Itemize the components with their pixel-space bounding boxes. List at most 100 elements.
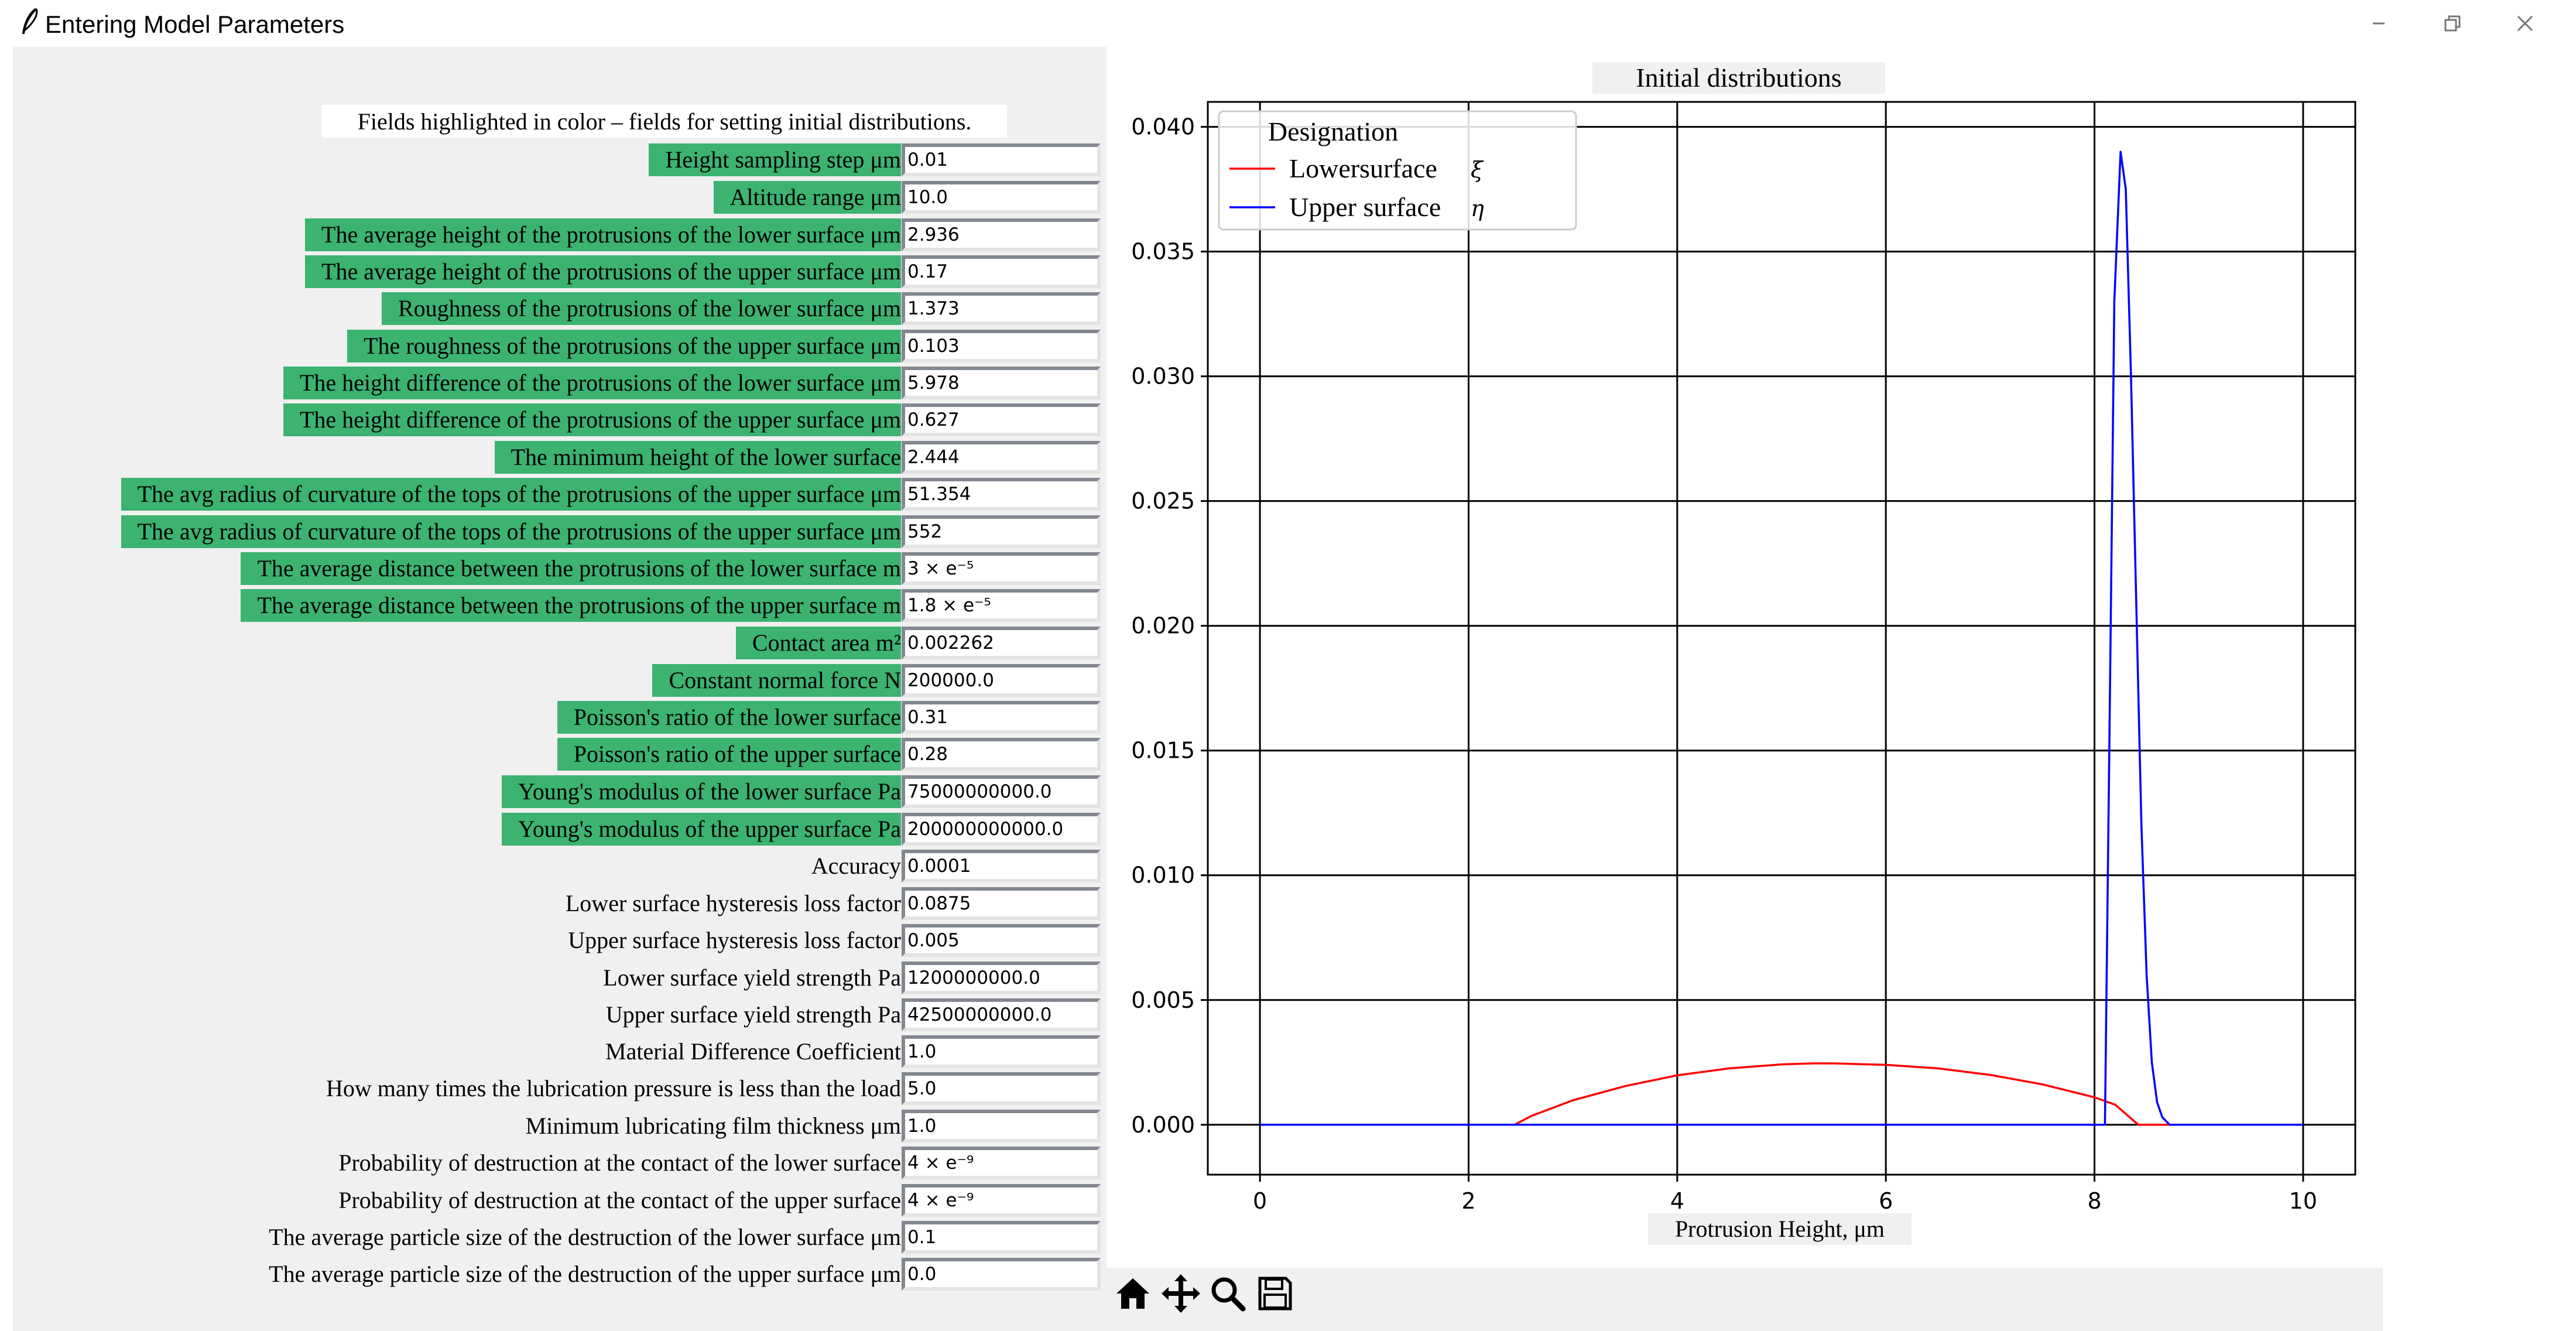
- zoom-button[interactable]: [1204, 1268, 1251, 1319]
- x-tick-label: 10: [2289, 1188, 2317, 1214]
- param-label: Probability of destruction at the contac…: [338, 1187, 901, 1213]
- plot-area: [1208, 102, 2355, 1175]
- legend-entry-label: Upper surface: [1289, 192, 1441, 222]
- chart-title: Initial distributions: [1592, 62, 1885, 94]
- y-tick-label: 0.030: [1131, 364, 1195, 389]
- param-label: The height difference of the protrusions…: [283, 403, 901, 436]
- param-label: Minimum lubricating film thickness μm: [525, 1113, 901, 1139]
- param-input[interactable]: 1.373: [902, 292, 1101, 325]
- param-label: Young's modulus of the lower surface Pa: [501, 775, 901, 808]
- plot-frame: [1207, 101, 2356, 1176]
- param-label: Material Difference Coefficient: [605, 1038, 901, 1065]
- feather-icon: [22, 8, 38, 34]
- close-button[interactable]: [2490, 0, 2560, 47]
- param-input[interactable]: 5.0: [902, 1072, 1101, 1105]
- close-icon: [2517, 15, 2533, 32]
- maximize-button[interactable]: [2417, 0, 2487, 47]
- param-input[interactable]: 0.01: [902, 143, 1101, 176]
- legend-entry-symbol: ξ: [1471, 157, 1484, 183]
- param-input[interactable]: 0.0001: [902, 850, 1101, 882]
- highlight-note: Fields highlighted in color – fields for…: [322, 105, 1007, 138]
- param-label: The minimum height of the lower surface: [494, 441, 901, 474]
- param-input[interactable]: 0.1: [902, 1221, 1101, 1254]
- y-tick-label: 0.015: [1131, 738, 1195, 764]
- param-label: The average distance between the protrus…: [241, 552, 901, 585]
- param-input[interactable]: 200000000000.0: [902, 813, 1101, 846]
- param-input[interactable]: 42500000000.0: [902, 998, 1101, 1031]
- param-input[interactable]: 10.0: [902, 181, 1101, 214]
- param-label: The avg radius of curvature of the tops …: [121, 478, 901, 511]
- legend-box: [1218, 110, 1577, 231]
- param-input[interactable]: 0.17: [902, 255, 1101, 288]
- home-icon: [1116, 1278, 1149, 1309]
- param-label: The average height of the protrusions of…: [305, 218, 901, 251]
- param-input[interactable]: 0.0: [902, 1258, 1101, 1291]
- x-tick-label: 4: [1670, 1188, 1684, 1214]
- legend-title: Designation: [1268, 117, 1398, 146]
- param-input[interactable]: 1.0: [902, 1035, 1101, 1068]
- param-input[interactable]: 0.627: [902, 403, 1101, 436]
- param-label: Lower surface hysteresis loss factor: [565, 890, 901, 916]
- x-tick-label: 0: [1253, 1188, 1267, 1214]
- home-button[interactable]: [1109, 1268, 1156, 1319]
- param-input[interactable]: 0.005: [902, 924, 1101, 957]
- x-tick-label: 8: [2087, 1188, 2101, 1214]
- title-bar: Entering Model Parameters: [0, 0, 2576, 47]
- param-input[interactable]: 0.0875: [902, 887, 1101, 920]
- param-label: Accuracy: [811, 853, 901, 879]
- param-label: Lower surface yield strength Pa: [603, 964, 901, 991]
- save-button[interactable]: [1252, 1268, 1299, 1319]
- param-input[interactable]: 3 × e⁻⁵: [902, 552, 1101, 585]
- param-label: The roughness of the protrusions of the …: [347, 330, 901, 362]
- param-input[interactable]: 1.0: [902, 1110, 1101, 1142]
- window-bottom-strip: [13, 1320, 2383, 1331]
- param-input[interactable]: 4 × e⁻⁹: [902, 1184, 1101, 1217]
- series-line-lower-surface: [1260, 1062, 2303, 1126]
- minimize-button[interactable]: [2344, 0, 2414, 47]
- y-tick-label: 0.040: [1131, 114, 1195, 140]
- param-label: The average particle size of the destruc…: [269, 1261, 901, 1287]
- legend-entry-label: Lowersurface: [1289, 153, 1437, 183]
- param-input[interactable]: 0.103: [902, 330, 1101, 362]
- series-line-upper-surface: [1260, 150, 2303, 1126]
- param-label: Contact area m²: [735, 627, 901, 659]
- param-input[interactable]: 552: [902, 515, 1101, 548]
- param-input[interactable]: 75000000000.0: [902, 775, 1101, 808]
- param-input[interactable]: 1.8 × e⁻⁵: [902, 589, 1101, 622]
- legend-entry-symbol: η: [1471, 196, 1484, 221]
- pan-icon: [1162, 1274, 1200, 1313]
- param-label: Constant normal force N: [652, 664, 901, 697]
- param-input[interactable]: 200000.0: [902, 664, 1101, 697]
- param-label: The average distance between the protrus…: [241, 589, 901, 622]
- param-label: Upper surface yield strength Pa: [605, 1001, 901, 1028]
- param-label: The average particle size of the destruc…: [269, 1224, 901, 1250]
- save-icon: [1258, 1277, 1292, 1311]
- param-input[interactable]: 0.28: [902, 738, 1101, 771]
- y-tick-label: 0.020: [1131, 613, 1195, 639]
- param-label: Probability of destruction at the contac…: [338, 1149, 901, 1176]
- param-input[interactable]: 1200000000.0: [902, 962, 1101, 994]
- param-input[interactable]: 0.31: [902, 701, 1101, 734]
- y-tick-label: 0.035: [1131, 239, 1195, 265]
- param-input[interactable]: 51.354: [902, 478, 1101, 511]
- y-tick-label: 0.010: [1131, 863, 1195, 888]
- param-input[interactable]: 2.444: [902, 441, 1101, 474]
- param-input[interactable]: 4 × e⁻⁹: [902, 1147, 1101, 1179]
- param-label: Poisson's ratio of the upper surface: [557, 738, 901, 771]
- x-tick-label: 2: [1461, 1188, 1475, 1214]
- pan-button[interactable]: [1157, 1268, 1204, 1319]
- param-input[interactable]: 0.002262: [902, 627, 1101, 659]
- maximize-icon: [2444, 15, 2461, 32]
- param-label: Altitude range μm: [713, 181, 901, 214]
- distribution-chart: 0 2 4 6 8 10 0.000 0.005 0.010 0.015 0.020 0.025 0.0…: [1131, 101, 2356, 1214]
- param-label: The average height of the protrusions of…: [305, 255, 901, 288]
- param-input[interactable]: 5.978: [902, 367, 1101, 399]
- param-label: The height difference of the protrusions…: [283, 367, 901, 399]
- minimize-icon: [2373, 22, 2385, 25]
- x-tick-label: 6: [1879, 1188, 1893, 1214]
- plot-toolbar: [1107, 1268, 2383, 1320]
- window-title: Entering Model Parameters: [45, 11, 345, 38]
- y-tick-label: 0.005: [1131, 987, 1195, 1013]
- x-axis-label: Protrusion Height, μm: [1648, 1213, 1912, 1245]
- param-input[interactable]: 2.936: [902, 218, 1101, 251]
